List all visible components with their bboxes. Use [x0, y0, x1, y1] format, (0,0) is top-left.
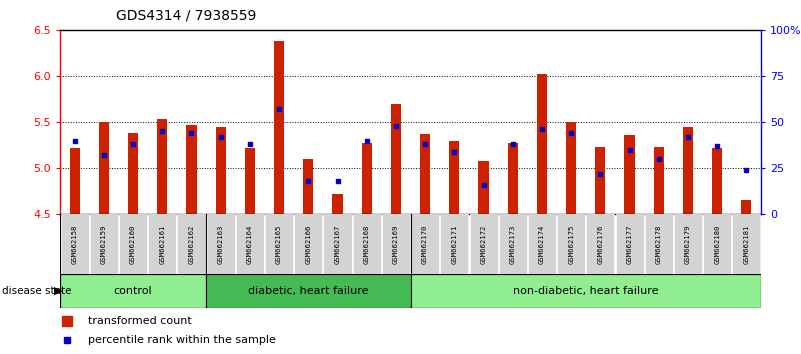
Bar [449, 141, 460, 214]
Bar [90, 214, 118, 274]
Text: disease state: disease state [2, 286, 71, 296]
Text: non-diabetic, heart failure: non-diabetic, heart failure [513, 286, 658, 296]
Text: GSM662177: GSM662177 [626, 224, 633, 264]
Bar [187, 125, 196, 214]
Text: control: control [114, 286, 152, 296]
Text: GSM662167: GSM662167 [335, 224, 340, 264]
Text: GSM662160: GSM662160 [130, 224, 136, 264]
Text: GSM662172: GSM662172 [481, 224, 486, 264]
Bar [60, 274, 206, 308]
Text: percentile rank within the sample: percentile rank within the sample [88, 335, 276, 345]
Bar [215, 127, 226, 214]
Text: GSM662159: GSM662159 [101, 224, 107, 264]
Text: GSM662165: GSM662165 [276, 224, 282, 264]
Bar [469, 214, 497, 274]
Bar [654, 147, 664, 214]
Bar [420, 134, 430, 214]
Bar [70, 148, 80, 214]
Bar [128, 133, 139, 214]
Text: diabetic, heart failure: diabetic, heart failure [248, 286, 368, 296]
Bar [61, 214, 89, 274]
Text: GSM662173: GSM662173 [509, 224, 516, 264]
Bar [508, 143, 517, 214]
Bar [99, 122, 109, 214]
Text: GSM662179: GSM662179 [685, 224, 691, 264]
Text: GSM662176: GSM662176 [598, 224, 603, 264]
Text: GSM662169: GSM662169 [393, 224, 399, 264]
Text: GSM662174: GSM662174 [539, 224, 545, 264]
Bar [586, 214, 614, 274]
Text: GSM662162: GSM662162 [188, 224, 195, 264]
Bar [615, 214, 643, 274]
Bar [324, 214, 352, 274]
Bar [382, 214, 410, 274]
Bar [235, 214, 264, 274]
Bar [361, 143, 372, 214]
Bar [294, 214, 322, 274]
Bar [411, 214, 439, 274]
Text: GSM662181: GSM662181 [743, 224, 750, 264]
Text: GSM662175: GSM662175 [568, 224, 574, 264]
Bar [537, 74, 547, 214]
Bar [119, 214, 147, 274]
Bar [410, 274, 761, 308]
Bar [178, 214, 206, 274]
Bar [645, 214, 673, 274]
Bar [566, 122, 576, 214]
Text: GSM662158: GSM662158 [71, 224, 78, 264]
Bar [206, 274, 410, 308]
Bar [732, 214, 760, 274]
Bar [625, 135, 634, 214]
Text: GSM662170: GSM662170 [422, 224, 428, 264]
Bar [557, 214, 586, 274]
Text: GSM662164: GSM662164 [247, 224, 253, 264]
Bar [274, 41, 284, 214]
Bar [332, 194, 343, 214]
Text: GSM662171: GSM662171 [451, 224, 457, 264]
Bar [478, 161, 489, 214]
Text: transformed count: transformed count [88, 316, 192, 326]
Text: GDS4314 / 7938559: GDS4314 / 7938559 [116, 9, 256, 23]
Bar [682, 127, 693, 214]
Bar [595, 147, 606, 214]
Bar [245, 148, 255, 214]
Bar [674, 214, 702, 274]
Bar [207, 214, 235, 274]
Text: ▶: ▶ [54, 286, 62, 296]
Bar [391, 104, 401, 214]
Bar [703, 214, 731, 274]
Text: GSM662178: GSM662178 [656, 224, 662, 264]
Text: GSM662166: GSM662166 [305, 224, 312, 264]
Text: GSM662180: GSM662180 [714, 224, 720, 264]
Text: GSM662168: GSM662168 [364, 224, 370, 264]
Bar [441, 214, 469, 274]
Text: GSM662163: GSM662163 [218, 224, 223, 264]
Bar [712, 148, 723, 214]
Bar [741, 200, 751, 214]
Bar [304, 159, 313, 214]
Bar [148, 214, 176, 274]
Bar [352, 214, 380, 274]
Bar [528, 214, 556, 274]
Bar [265, 214, 293, 274]
Bar [157, 119, 167, 214]
Text: GSM662161: GSM662161 [159, 224, 165, 264]
Bar [499, 214, 527, 274]
